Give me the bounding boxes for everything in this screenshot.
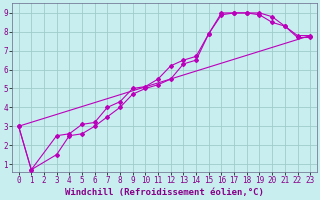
X-axis label: Windchill (Refroidissement éolien,°C): Windchill (Refroidissement éolien,°C) — [65, 188, 264, 197]
